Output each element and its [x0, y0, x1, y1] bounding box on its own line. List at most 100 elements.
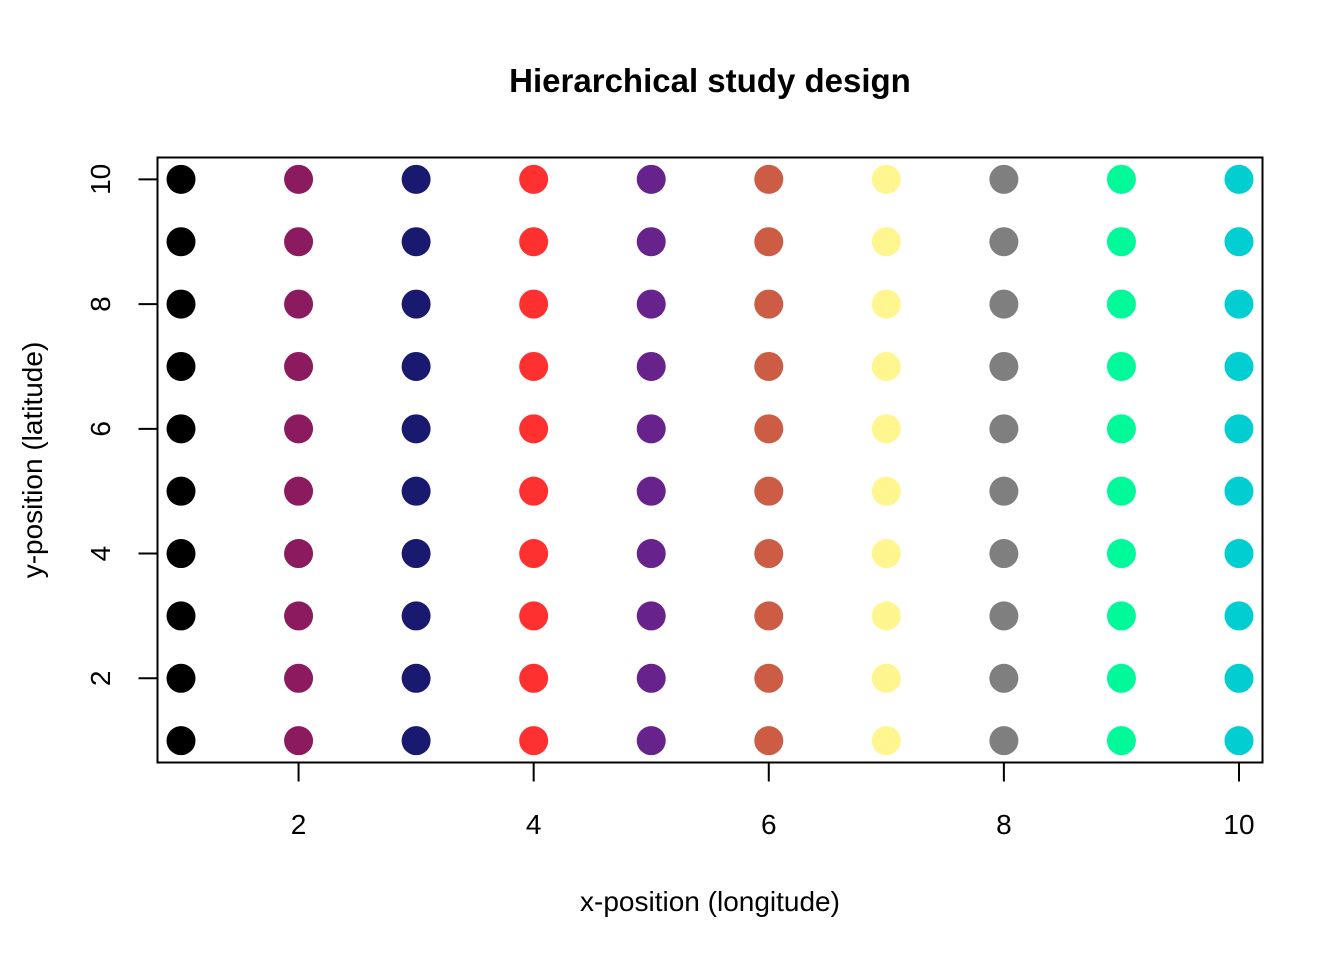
- data-point: [989, 289, 1019, 319]
- data-point: [754, 227, 784, 257]
- data-point: [989, 726, 1019, 756]
- data-point: [1106, 414, 1136, 444]
- data-point: [166, 601, 196, 631]
- data-point: [636, 227, 666, 257]
- data-point: [519, 289, 549, 319]
- data-point: [401, 539, 431, 569]
- data-point: [166, 351, 196, 381]
- x-axis: 2 4 6 8 10: [291, 762, 1255, 840]
- data-point: [1224, 414, 1254, 444]
- data-point: [166, 726, 196, 756]
- y-axis: 2 4 6 8 10: [85, 164, 158, 686]
- points-layer: [166, 164, 1254, 756]
- data-point: [636, 289, 666, 319]
- data-point: [1106, 289, 1136, 319]
- data-point: [166, 227, 196, 257]
- data-point: [401, 476, 431, 506]
- data-point: [1224, 663, 1254, 693]
- data-point: [1224, 227, 1254, 257]
- data-point: [284, 227, 314, 257]
- data-point: [754, 351, 784, 381]
- data-point: [871, 164, 901, 194]
- y-axis-label: y-position (latitude): [17, 342, 48, 579]
- data-point: [284, 476, 314, 506]
- data-point: [519, 414, 549, 444]
- data-point: [166, 164, 196, 194]
- data-point: [989, 227, 1019, 257]
- x-tick-label: 8: [996, 809, 1012, 840]
- data-point: [401, 227, 431, 257]
- data-point: [284, 539, 314, 569]
- data-point: [519, 164, 549, 194]
- data-point: [401, 164, 431, 194]
- x-axis-label: x-position (longitude): [580, 886, 840, 917]
- data-point: [166, 539, 196, 569]
- data-point: [871, 663, 901, 693]
- data-point: [519, 351, 549, 381]
- data-point: [754, 289, 784, 319]
- data-point: [1106, 476, 1136, 506]
- data-point: [871, 539, 901, 569]
- data-point: [636, 476, 666, 506]
- data-point: [519, 601, 549, 631]
- data-point: [519, 663, 549, 693]
- data-point: [1224, 601, 1254, 631]
- x-tick-label: 10: [1223, 809, 1254, 840]
- data-point: [284, 663, 314, 693]
- data-point: [401, 601, 431, 631]
- data-point: [166, 663, 196, 693]
- data-point: [401, 289, 431, 319]
- data-point: [166, 414, 196, 444]
- data-point: [519, 227, 549, 257]
- data-point: [401, 414, 431, 444]
- data-point: [754, 476, 784, 506]
- x-tick-label: 4: [526, 809, 542, 840]
- data-point: [871, 414, 901, 444]
- data-point: [989, 476, 1019, 506]
- chart-title: Hierarchical study design: [509, 62, 911, 99]
- data-point: [871, 476, 901, 506]
- data-point: [871, 726, 901, 756]
- data-point: [519, 726, 549, 756]
- data-point: [636, 539, 666, 569]
- data-point: [166, 476, 196, 506]
- y-tick-label: 10: [85, 164, 116, 195]
- data-point: [871, 227, 901, 257]
- data-point: [754, 164, 784, 194]
- data-point: [1224, 539, 1254, 569]
- y-tick-label: 4: [85, 546, 116, 562]
- data-point: [636, 164, 666, 194]
- data-point: [284, 726, 314, 756]
- data-point: [1106, 601, 1136, 631]
- data-point: [989, 351, 1019, 381]
- data-point: [284, 414, 314, 444]
- y-tick-label: 8: [85, 296, 116, 312]
- y-tick-label: 6: [85, 421, 116, 437]
- data-point: [1224, 289, 1254, 319]
- data-point: [636, 726, 666, 756]
- data-point: [636, 663, 666, 693]
- data-point: [636, 414, 666, 444]
- data-point: [636, 351, 666, 381]
- data-point: [284, 289, 314, 319]
- data-point: [284, 164, 314, 194]
- data-point: [989, 601, 1019, 631]
- data-point: [871, 289, 901, 319]
- data-point: [519, 476, 549, 506]
- data-point: [401, 351, 431, 381]
- data-point: [754, 601, 784, 631]
- data-point: [166, 289, 196, 319]
- x-tick-label: 6: [761, 809, 777, 840]
- data-point: [1106, 164, 1136, 194]
- data-point: [1106, 726, 1136, 756]
- data-point: [871, 351, 901, 381]
- x-tick-label: 2: [291, 809, 307, 840]
- y-tick-label: 2: [85, 671, 116, 687]
- data-point: [1224, 164, 1254, 194]
- data-point: [1106, 351, 1136, 381]
- data-point: [636, 601, 666, 631]
- data-point: [401, 663, 431, 693]
- data-point: [754, 726, 784, 756]
- data-point: [401, 726, 431, 756]
